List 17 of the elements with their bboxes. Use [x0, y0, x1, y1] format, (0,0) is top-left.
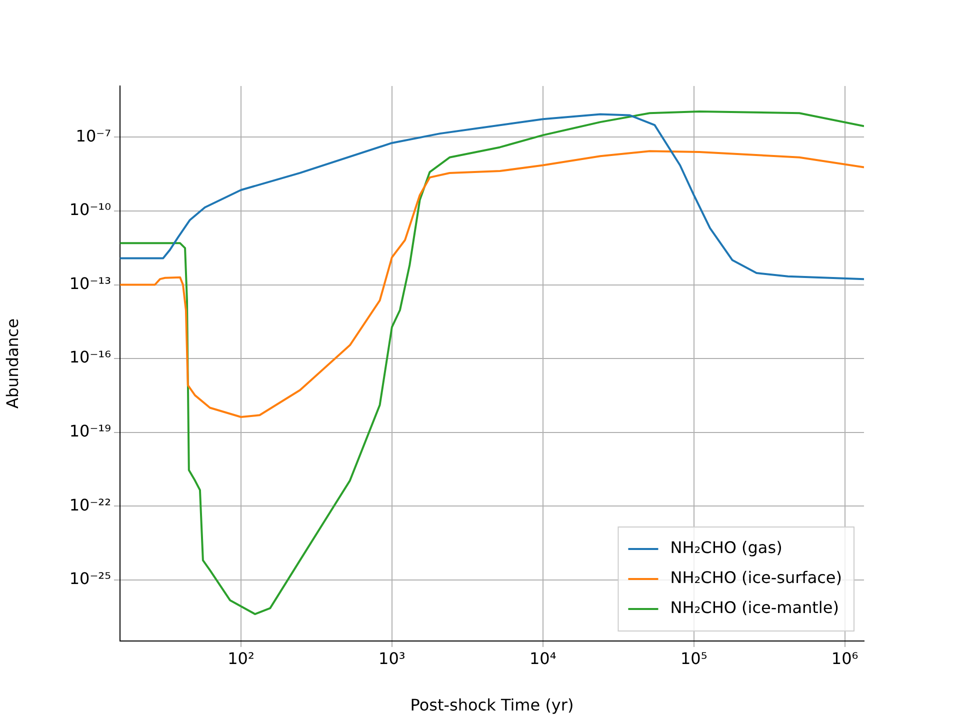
y-tick-label: 10⁻¹⁰: [69, 200, 111, 220]
y-axis-title: Abundance: [2, 318, 22, 409]
y-tick-label: 10⁻²²: [69, 495, 111, 514]
y-tick-label: 10⁻¹⁹: [69, 422, 111, 441]
y-tick-label: 10⁻⁷: [76, 126, 111, 146]
x-tick-label: 10⁴: [530, 648, 556, 668]
legend-label: NH₂CHO (ice-mantle): [670, 598, 839, 618]
x-tick-label: 10⁶: [831, 648, 858, 668]
legend-label: NH₂CHO (gas): [670, 538, 782, 558]
x-axis-title: Post-shock Time (yr): [410, 696, 574, 715]
y-tick-label: 10⁻²⁵: [69, 569, 111, 588]
y-tick-label: 10⁻¹³: [69, 274, 111, 293]
x-tick-label: 10⁵: [680, 648, 708, 668]
y-tick-label: 10⁻¹⁶: [69, 348, 111, 367]
legend-label: NH₂CHO (ice-surface): [670, 568, 842, 588]
x-tick-label: 10²: [228, 648, 254, 668]
x-tick-label: 10³: [378, 648, 406, 668]
